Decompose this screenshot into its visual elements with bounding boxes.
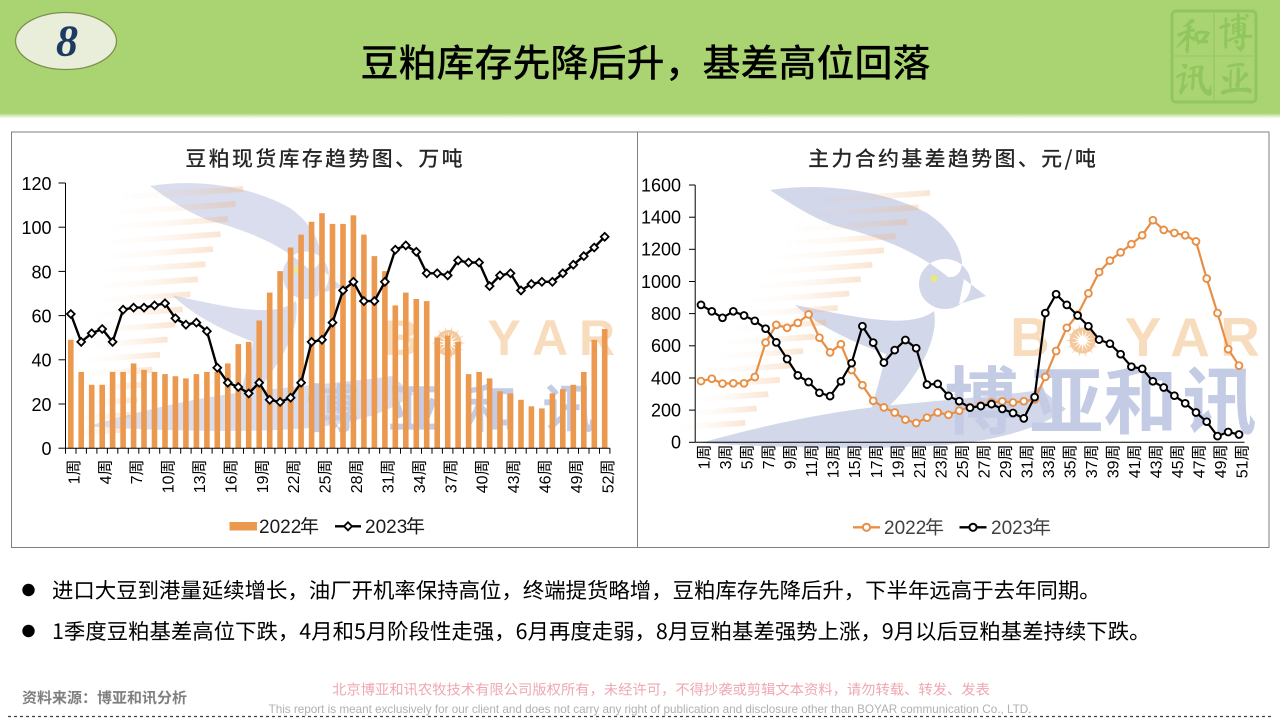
svg-text:52: 52 — [600, 475, 617, 493]
svg-text:28: 28 — [349, 475, 366, 493]
svg-text:13: 13 — [192, 475, 209, 493]
svg-text:40: 40 — [475, 475, 492, 493]
svg-text:1: 1 — [697, 460, 714, 469]
svg-text:120: 120 — [21, 174, 51, 194]
svg-text:2023: 2023 — [365, 517, 407, 538]
svg-text:4: 4 — [98, 475, 115, 484]
svg-text:7: 7 — [761, 460, 778, 469]
svg-text:35: 35 — [1062, 460, 1079, 478]
svg-text:40: 40 — [31, 351, 51, 371]
svg-text:600: 600 — [651, 336, 681, 356]
svg-text:31: 31 — [1019, 460, 1036, 478]
svg-text:37: 37 — [1084, 460, 1101, 478]
svg-text:17: 17 — [869, 460, 886, 478]
svg-text:11: 11 — [804, 460, 821, 477]
svg-text:60: 60 — [31, 307, 51, 327]
svg-text:46: 46 — [538, 475, 555, 493]
svg-text:45: 45 — [1170, 460, 1187, 478]
svg-text:2023: 2023 — [991, 518, 1033, 539]
svg-text:800: 800 — [651, 304, 681, 324]
svg-text:43: 43 — [1149, 460, 1166, 478]
svg-text:16: 16 — [223, 475, 240, 493]
svg-text:43: 43 — [506, 475, 523, 493]
svg-text:A: A — [1170, 306, 1210, 368]
svg-text:1600: 1600 — [641, 175, 681, 195]
svg-text:20: 20 — [31, 395, 51, 415]
svg-text:25: 25 — [318, 475, 335, 493]
svg-text:Y: Y — [487, 310, 520, 366]
svg-text:51: 51 — [1235, 460, 1252, 478]
svg-text:5: 5 — [740, 460, 757, 469]
svg-text:2022: 2022 — [884, 518, 926, 539]
svg-text:34: 34 — [412, 475, 429, 493]
svg-text:Y: Y — [1125, 306, 1162, 368]
svg-text:80: 80 — [31, 262, 51, 282]
svg-text:10: 10 — [161, 475, 178, 493]
svg-text:19: 19 — [255, 475, 272, 493]
svg-text:19: 19 — [890, 460, 907, 478]
svg-text:1: 1 — [66, 475, 83, 484]
svg-text:49: 49 — [569, 475, 586, 493]
svg-text:200: 200 — [651, 400, 681, 420]
svg-text:0: 0 — [41, 439, 51, 459]
svg-text:21: 21 — [912, 460, 929, 478]
svg-text:1200: 1200 — [641, 240, 681, 260]
svg-text:This report is meant exclusive: This report is meant exclusively for our… — [269, 703, 1032, 716]
svg-text:27: 27 — [976, 460, 993, 478]
svg-text:3: 3 — [718, 460, 735, 469]
svg-text:37: 37 — [443, 475, 460, 493]
svg-text:22: 22 — [286, 475, 303, 493]
svg-text:29: 29 — [998, 460, 1015, 478]
svg-text:31: 31 — [381, 475, 398, 493]
svg-text:13: 13 — [826, 460, 843, 478]
svg-text:47: 47 — [1192, 460, 1209, 478]
svg-text:1400: 1400 — [641, 208, 681, 228]
svg-text:2022: 2022 — [259, 517, 301, 538]
svg-text:8: 8 — [56, 17, 78, 66]
svg-text:A: A — [532, 310, 568, 366]
svg-text:0: 0 — [671, 433, 681, 453]
svg-text:B: B — [383, 310, 419, 366]
svg-text:9: 9 — [783, 460, 800, 469]
svg-text:100: 100 — [21, 218, 51, 238]
svg-text:1000: 1000 — [641, 272, 681, 292]
svg-text:41: 41 — [1127, 460, 1144, 478]
svg-text:25: 25 — [955, 460, 972, 478]
svg-text:400: 400 — [651, 368, 681, 388]
svg-text:7: 7 — [129, 475, 146, 484]
svg-text:15: 15 — [847, 460, 864, 478]
svg-text:33: 33 — [1041, 460, 1058, 478]
svg-text:39: 39 — [1106, 460, 1123, 478]
svg-text:49: 49 — [1213, 460, 1230, 478]
svg-text:R: R — [1220, 306, 1260, 368]
svg-text:23: 23 — [933, 460, 950, 478]
